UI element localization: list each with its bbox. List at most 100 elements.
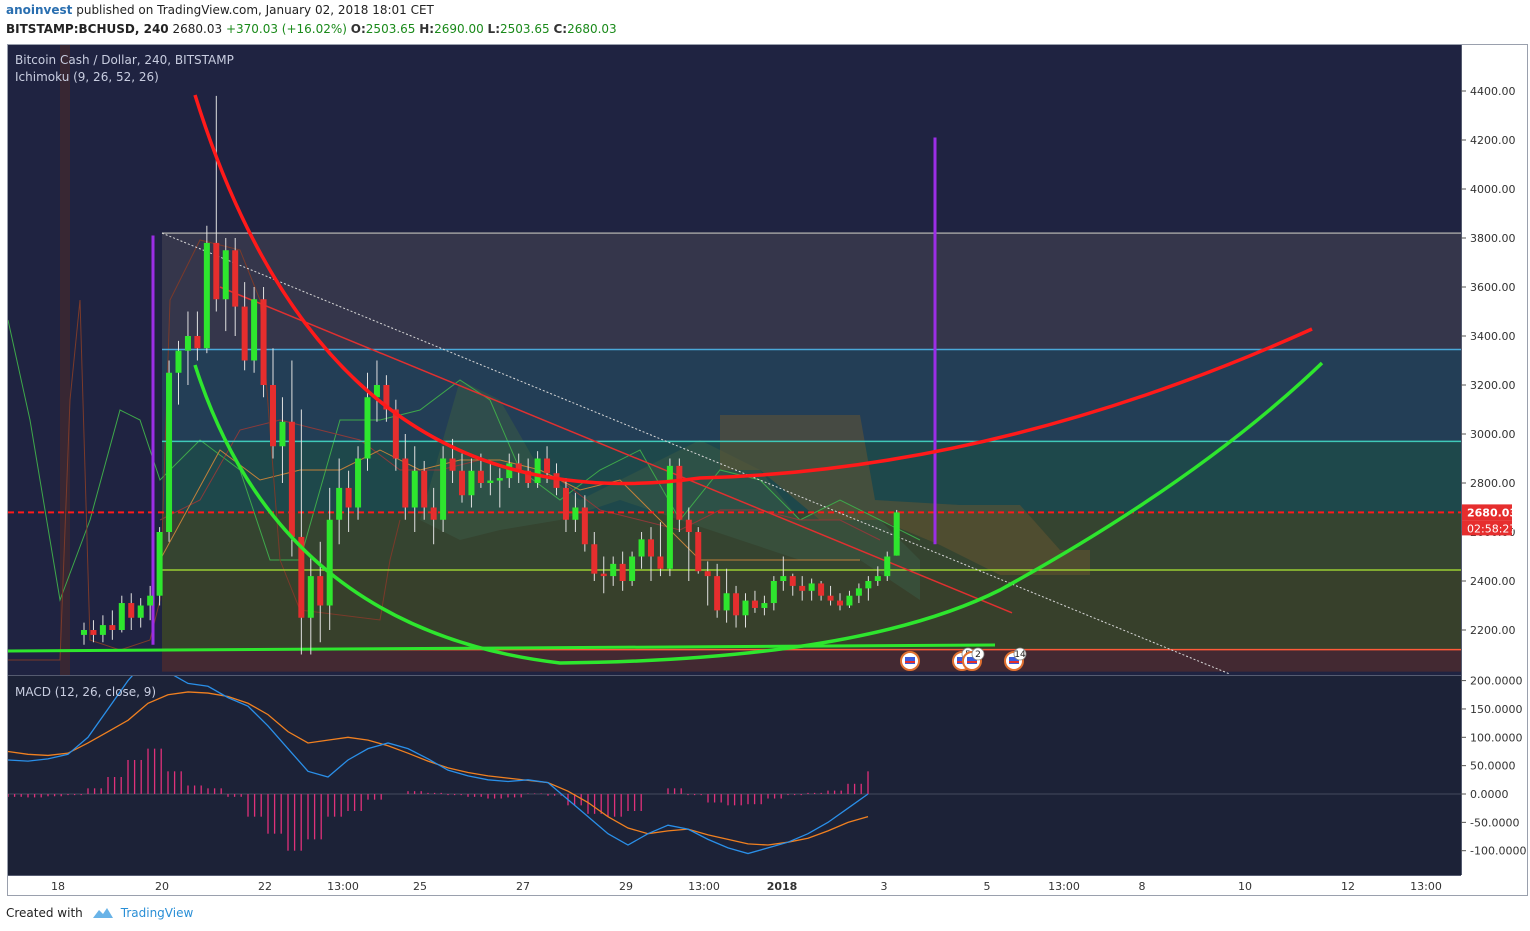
candle-body xyxy=(251,299,258,361)
candlesticks xyxy=(81,95,900,655)
close-label: C: xyxy=(553,22,568,36)
candle-body xyxy=(808,583,815,591)
candle-body xyxy=(477,470,484,483)
candle-body xyxy=(90,630,97,635)
candle-body xyxy=(392,409,399,459)
time-tick-label: 3 xyxy=(881,880,888,893)
cloud-orange-area xyxy=(720,415,1090,575)
chart-area[interactable]: 5 2 14 Bitcoin Cash / Dollar, 240, BITSTAM… xyxy=(0,0,1530,900)
candle-body xyxy=(345,487,352,508)
flag-stripe xyxy=(957,661,967,663)
candle-body xyxy=(487,480,494,483)
time-tick-label: 13:00 xyxy=(327,880,359,893)
event-count-badge xyxy=(1013,647,1027,661)
candle-body xyxy=(666,465,673,569)
candle-body xyxy=(118,603,125,630)
price-tick-label: 4200.00 xyxy=(1470,134,1516,147)
candle-body xyxy=(166,372,173,532)
candle-body xyxy=(336,487,343,520)
symbol-label: BITSTAMP:BCHUSD, 240 xyxy=(6,22,169,36)
candle-body xyxy=(222,250,229,300)
candle-body xyxy=(440,458,447,520)
time-tick-label: 8 xyxy=(1139,880,1146,893)
support-curve-green xyxy=(193,361,1324,665)
candle-body xyxy=(619,563,626,581)
candle-body xyxy=(288,421,295,537)
tradingview-cloud-icon xyxy=(91,907,115,919)
candle-body xyxy=(81,630,87,635)
price-axis-labels: 4400.00 4200.00 4000.00 3800.00 3600.00 3400.… xyxy=(1461,85,1526,858)
ichimoku-indicator-label: Ichimoku (9, 26, 52, 26) xyxy=(15,70,159,84)
price-tick-label: 2200.00 xyxy=(1470,624,1516,637)
candle-body xyxy=(591,544,598,574)
macd-tick-label: 150.0000 xyxy=(1470,703,1523,716)
candle-body xyxy=(496,478,503,481)
candle-body xyxy=(855,588,862,596)
candle-body xyxy=(307,576,314,618)
candle-body xyxy=(600,573,607,577)
open-value: 2503.65 xyxy=(365,22,416,36)
price-tick-label: 3400.00 xyxy=(1470,330,1516,343)
flag-icon xyxy=(957,657,967,664)
candle-body xyxy=(156,532,163,596)
candle-body xyxy=(714,576,721,611)
event-count-badge xyxy=(971,647,985,661)
current-price-label: 2680.03 xyxy=(1467,506,1517,519)
time-tick-label: 2018 xyxy=(767,880,798,893)
price-axis[interactable] xyxy=(1461,45,1527,875)
candle-body xyxy=(638,539,645,557)
candle-body xyxy=(364,397,371,459)
tradingview-link[interactable]: TradingView xyxy=(120,906,194,920)
event-markers: 5214 xyxy=(900,647,1027,671)
price-tick-label: 4000.00 xyxy=(1470,183,1516,196)
price-tick-label: 3200.00 xyxy=(1470,379,1516,392)
candle-body xyxy=(175,350,182,373)
candle-body xyxy=(109,625,116,630)
flag-stripe xyxy=(905,661,915,663)
candle-body xyxy=(657,556,664,569)
candle-body xyxy=(685,519,692,532)
candle-body xyxy=(506,463,513,479)
publication-line: anoinvest published on TradingView.com, … xyxy=(6,3,434,17)
flag-icon xyxy=(905,657,915,664)
candle-body xyxy=(241,306,248,361)
time-tick-label: 25 xyxy=(413,880,427,893)
time-tick-label: 12 xyxy=(1341,880,1355,893)
time-tick-label: 13:00 xyxy=(688,880,720,893)
candle-body xyxy=(610,563,617,577)
ichimoku-span-line xyxy=(8,239,401,661)
time-tick-label: 18 xyxy=(51,880,65,893)
candle-body xyxy=(270,385,276,447)
high-value: 2690.00 xyxy=(434,22,484,36)
low-label: L: xyxy=(487,22,500,36)
candle-body xyxy=(137,605,144,618)
chart-frame xyxy=(7,44,1528,896)
candle-body xyxy=(421,470,428,508)
support-line-green xyxy=(8,643,996,653)
candle-body xyxy=(534,458,541,483)
countdown-label: 02:58:27 xyxy=(1467,522,1516,535)
time-tick-label: 27 xyxy=(516,880,530,893)
candle-body xyxy=(761,603,768,608)
trend-line-dotted xyxy=(161,232,1231,675)
candle-body xyxy=(279,421,286,447)
created-with-label: Created with xyxy=(6,906,83,920)
candle-body xyxy=(676,465,683,520)
candle-body xyxy=(695,532,702,572)
macd-tick-label: -100.0000 xyxy=(1470,845,1526,858)
candle-body xyxy=(704,571,711,577)
candle-body xyxy=(874,576,881,581)
published-text: published on TradingView.com, January 02… xyxy=(76,3,434,17)
candle-body xyxy=(742,600,749,616)
candle-body xyxy=(184,336,191,351)
candle-body xyxy=(581,507,588,545)
candle-body xyxy=(459,470,465,496)
resistance-curve-red xyxy=(193,94,1313,486)
time-axis-labels: 18 20 22 13:00 25 27 29 13:00 2018 3 5 13:00 8 10 12 13… xyxy=(51,880,1442,893)
candle-body xyxy=(402,458,409,508)
author-link[interactable]: anoinvest xyxy=(6,3,73,17)
time-axis[interactable] xyxy=(8,875,1527,895)
current-price-tag xyxy=(1462,504,1512,521)
candle-body xyxy=(789,576,796,586)
candle-body xyxy=(884,556,891,577)
